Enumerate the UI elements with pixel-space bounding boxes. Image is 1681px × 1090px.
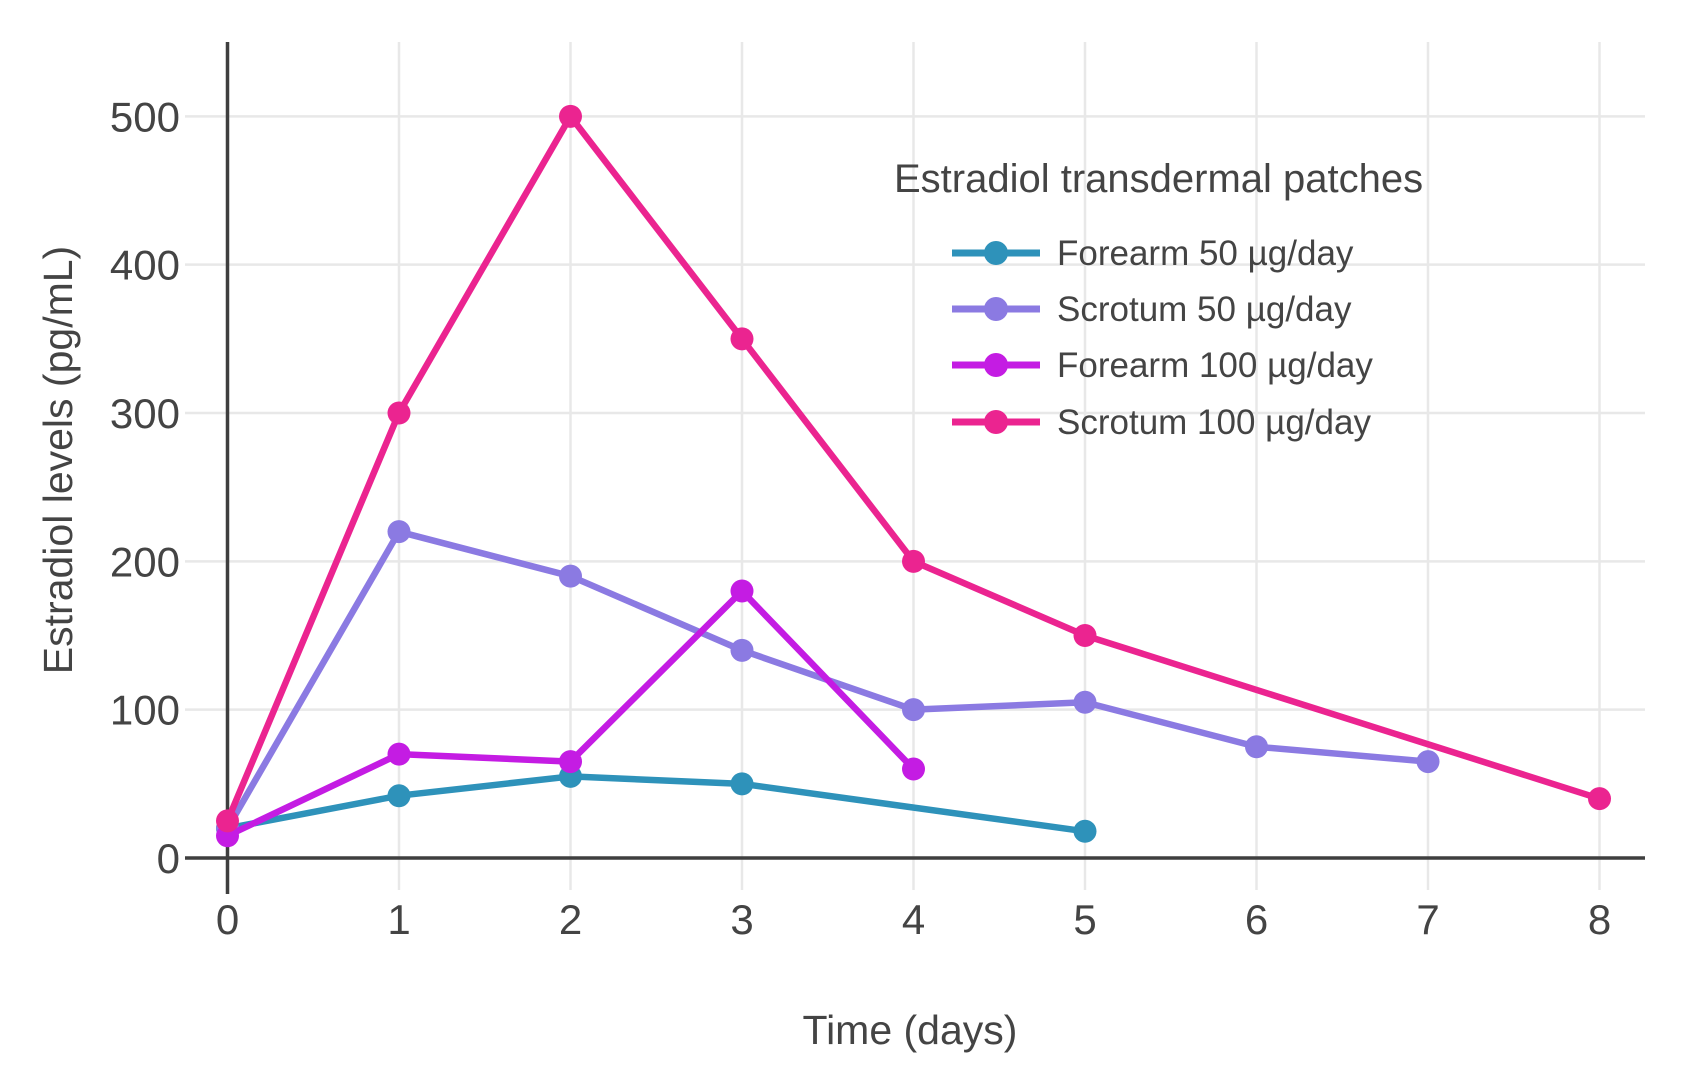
x-axis-title: Time (days) <box>803 1007 1018 1053</box>
data-point-scrotum-100-g-day-day-8[interactable] <box>1588 787 1611 811</box>
y-tick-label: 500 <box>110 93 180 140</box>
data-point-scrotum-50-g-day-day-7[interactable] <box>1416 750 1440 774</box>
tick-label-layer: 0 100 200 300 400 500 0 1 2 3 4 5 6 7 8 <box>110 93 1611 943</box>
legend-title: Estradiol transdermal patches <box>894 157 1423 201</box>
y-tick-label: 300 <box>110 390 180 437</box>
data-point-scrotum-50-g-day-day-5[interactable] <box>1073 690 1097 714</box>
data-point-forearm-50-g-day-day-5[interactable] <box>1073 819 1097 843</box>
data-point-scrotum-50-g-day-day-4[interactable] <box>902 698 925 722</box>
data-point-scrotum-100-g-day-day-5[interactable] <box>1073 624 1097 648</box>
x-tick-label: 4 <box>902 896 925 943</box>
data-point-scrotum-50-g-day-day-6[interactable] <box>1245 735 1268 759</box>
data-point-scrotum-50-g-day-day-3[interactable] <box>730 638 754 662</box>
data-point-forearm-100-g-day-day-3[interactable] <box>730 579 754 603</box>
x-tick-label: 8 <box>1588 896 1611 943</box>
x-tick-label: 2 <box>559 896 582 943</box>
y-tick-label: 0 <box>157 835 180 882</box>
legend-marker-dot <box>984 297 1008 321</box>
legend-item-2[interactable]: Scrotum 50 µg/day <box>952 290 1352 329</box>
data-point-scrotum-100-g-day-day-4[interactable] <box>902 549 925 573</box>
series-line-forearm-50-g-day <box>224 773 1089 835</box>
data-point-forearm-100-g-day-day-1[interactable] <box>387 742 411 766</box>
data-point-scrotum-100-g-day-day-1[interactable] <box>387 401 411 425</box>
data-point-forearm-50-g-day-day-1[interactable] <box>387 784 411 808</box>
data-point-forearm-50-g-day-day-3[interactable] <box>730 772 754 796</box>
y-axis-title: Estradiol levels (pg/mL) <box>35 246 81 674</box>
legend-marker-dot <box>984 353 1008 377</box>
data-point-forearm-100-g-day-day-2[interactable] <box>559 750 582 774</box>
legend-item-1[interactable]: Forearm 50 µg/day <box>952 234 1354 273</box>
series-layer <box>216 104 1611 848</box>
legend-item-label: Forearm 100 µg/day <box>1057 346 1373 385</box>
data-point-scrotum-100-g-day-day-0[interactable] <box>216 809 239 833</box>
y-tick-label: 200 <box>110 538 180 585</box>
legend-item-3[interactable]: Forearm 100 µg/day <box>952 346 1373 385</box>
data-point-scrotum-50-g-day-day-2[interactable] <box>559 564 582 588</box>
series-forearm-100-g-day <box>216 579 925 848</box>
series-scrotum-100-g-day <box>216 104 1611 833</box>
x-tick-label: 1 <box>387 896 410 943</box>
data-point-scrotum-50-g-day-day-1[interactable] <box>387 520 411 544</box>
x-tick-label: 0 <box>216 896 239 943</box>
legend-marker-dot <box>984 410 1008 434</box>
legend-marker-dot <box>984 241 1008 265</box>
y-tick-label: 400 <box>110 242 180 289</box>
x-tick-label: 5 <box>1073 896 1096 943</box>
x-tick-label: 7 <box>1416 896 1439 943</box>
grid-layer <box>185 42 1645 890</box>
legend-item-label: Forearm 50 µg/day <box>1057 234 1354 273</box>
legend-item-label: Scrotum 100 µg/day <box>1057 403 1371 442</box>
legend: Estradiol transdermal patches Forearm 50… <box>894 157 1423 442</box>
x-tick-label: 3 <box>730 896 753 943</box>
legend-items: Forearm 50 µg/day Scrotum 50 µg/day Forear… <box>952 234 1373 442</box>
data-point-scrotum-100-g-day-day-3[interactable] <box>730 327 754 351</box>
legend-item-label: Scrotum 50 µg/day <box>1057 290 1352 329</box>
data-point-forearm-100-g-day-day-4[interactable] <box>902 757 925 781</box>
x-tick-label: 6 <box>1245 896 1268 943</box>
legend-item-4[interactable]: Scrotum 100 µg/day <box>952 403 1371 442</box>
data-point-scrotum-100-g-day-day-2[interactable] <box>559 104 582 128</box>
y-tick-label: 100 <box>110 687 180 734</box>
